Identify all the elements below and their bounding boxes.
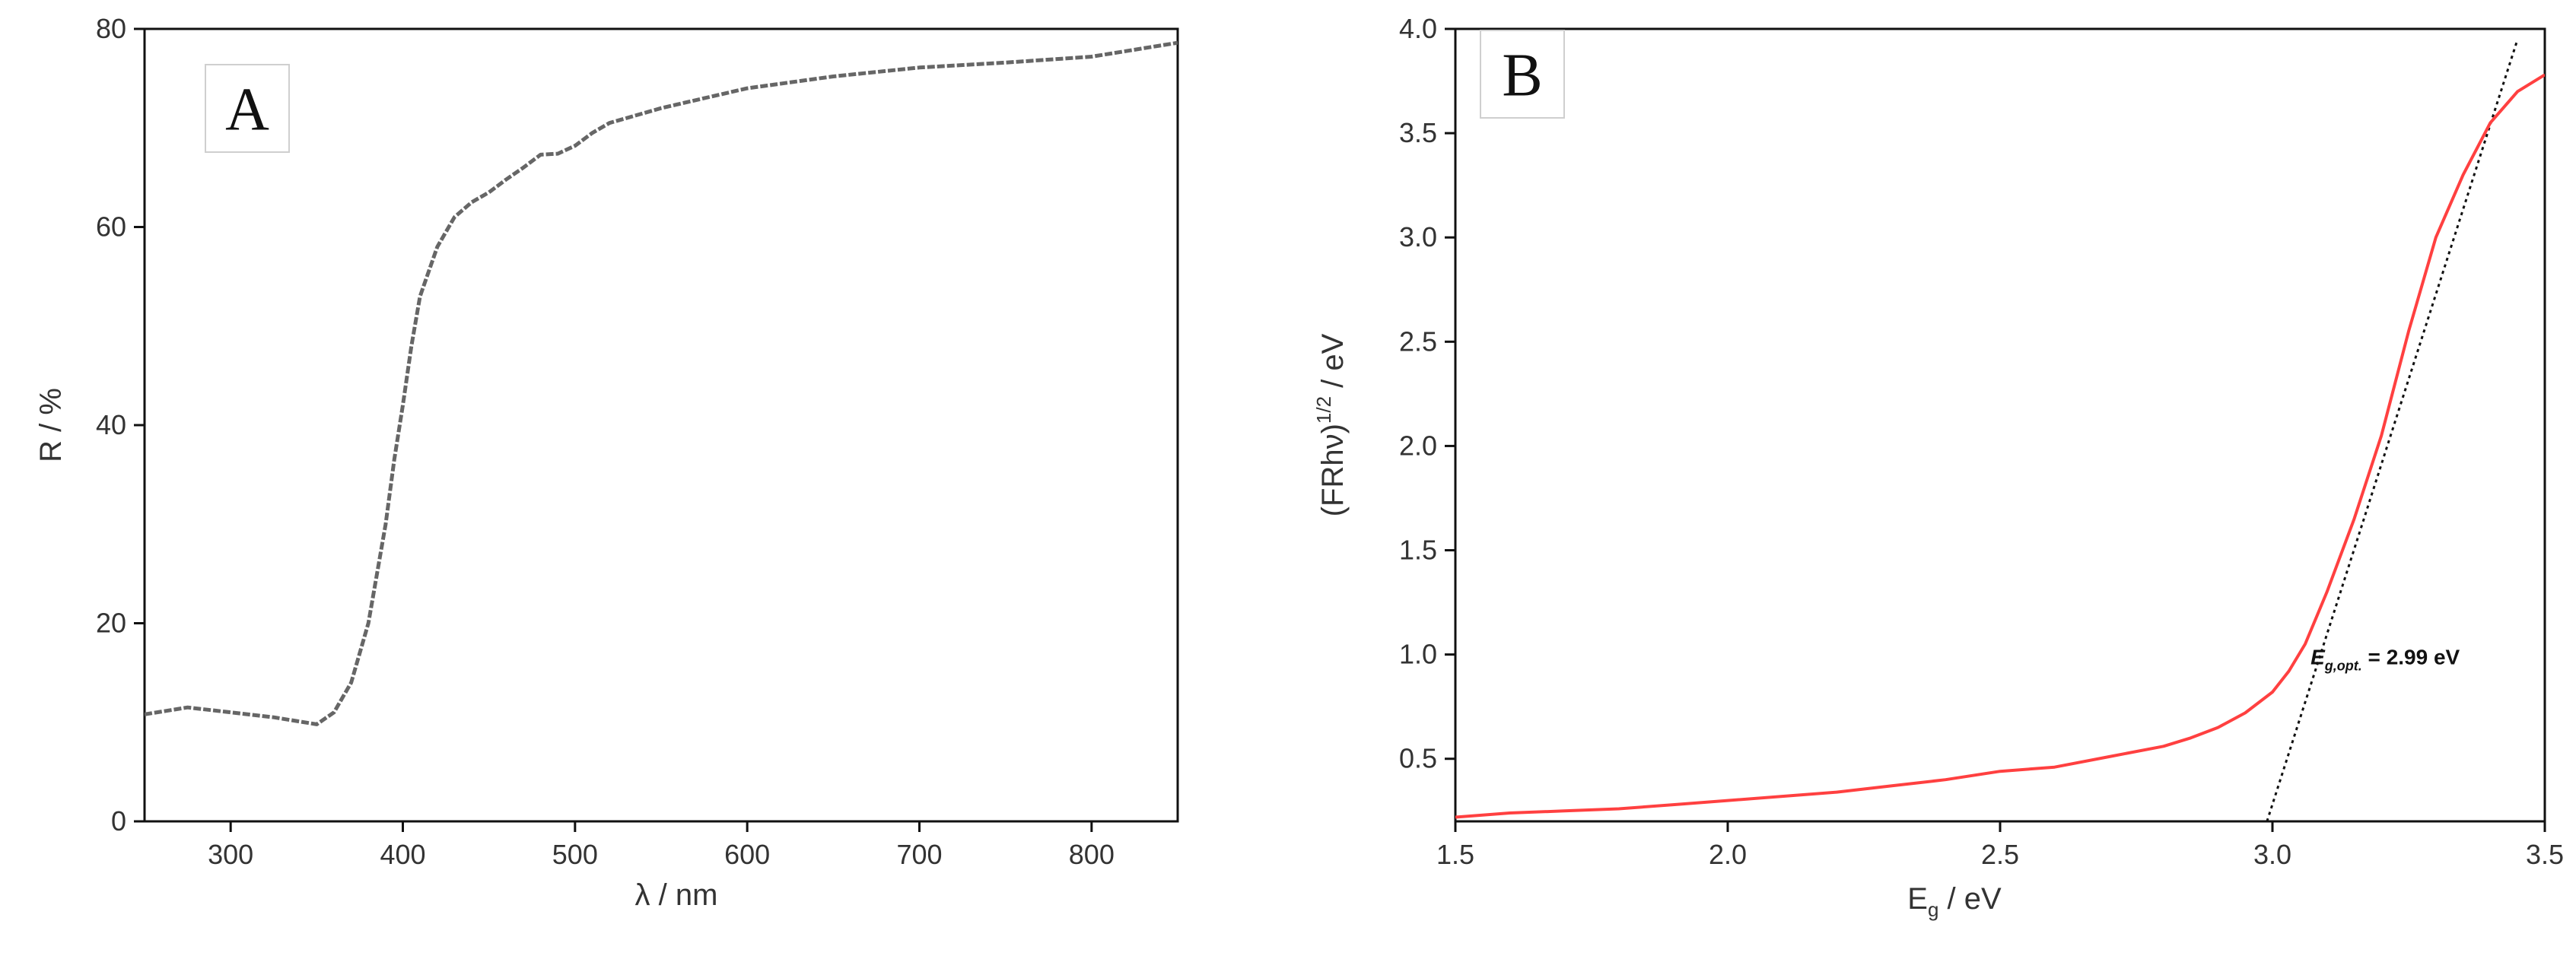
panel-label: B	[1502, 43, 1542, 110]
x-tick-label: 3.0	[2253, 839, 2291, 870]
y-axis-label: R / %	[34, 388, 68, 462]
y-tick-label: 3.5	[1399, 117, 1437, 148]
y-tick-label: 0.5	[1399, 743, 1437, 774]
y-tick-label: 2.0	[1399, 430, 1437, 461]
x-tick-label: 300	[208, 839, 253, 870]
panel-label-box	[1480, 30, 1565, 119]
series-line	[1455, 73, 2545, 819]
bandgap-annotation: Eg,opt. = 2.99 eV	[2310, 645, 2460, 673]
panel-label-box	[205, 64, 290, 153]
x-tick-label: 600	[724, 839, 770, 870]
x-tick-label: 500	[552, 839, 598, 870]
x-tick-label: 700	[896, 839, 942, 870]
y-axis-label: (FRhν)1/2 / eV	[1312, 333, 1350, 516]
x-tick-label: 3.5	[2526, 839, 2564, 870]
x-axis-label: Eg / eV	[1907, 882, 2002, 921]
y-tick-label: 2.5	[1399, 325, 1437, 357]
y-tick-label: 60	[96, 211, 126, 243]
panel-b: 1.5 2.0 2.5 3.0 3.5 0.5 1.0 1.5 2.0 2.5 3.0 3.5 4.0 B…	[1288, 0, 2576, 959]
panel-label: A	[225, 77, 269, 144]
x-tick-label: 2.5	[1981, 839, 2019, 870]
y-tick-label: 1.0	[1399, 639, 1437, 670]
y-tick-label: 3.0	[1399, 221, 1437, 252]
y-tick-label: 0	[111, 805, 126, 837]
reflectance-chart: 300 400 500 600 700 800 0 20 40 60 80 Aλ / nm R / %	[34, 13, 1179, 912]
y-tick-label: 1.5	[1399, 535, 1437, 566]
x-tick-label: 800	[1069, 839, 1115, 870]
tauc-plot-chart: 1.5 2.0 2.5 3.0 3.5 0.5 1.0 1.5 2.0 2.5 3.0 3.5 4.0 B…	[1312, 13, 2564, 921]
y-tick-label: 80	[96, 13, 126, 44]
y-tick-label: 4.0	[1399, 13, 1437, 44]
series-line	[145, 40, 1178, 726]
x-tick-label: 2.0	[1709, 839, 1747, 870]
y-tick-label: 20	[96, 608, 126, 639]
x-axis-label: λ / nm	[635, 878, 718, 912]
plot-frame	[1454, 27, 2546, 823]
y-tick-label: 40	[96, 409, 126, 440]
plot-frame	[143, 27, 1179, 823]
linear-fit-line	[2266, 39, 2519, 821]
x-tick-label: 400	[380, 839, 425, 870]
x-tick-label: 1.5	[1436, 839, 1474, 870]
